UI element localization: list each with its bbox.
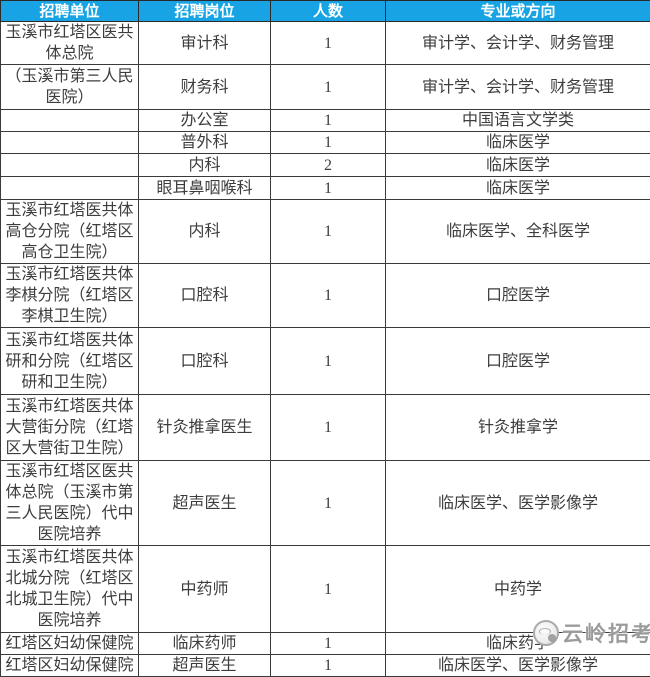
cell-unit: 玉溪市红塔医共体高仓分院（红塔区高仓卫生院） (1, 200, 139, 264)
cell-unit (1, 110, 139, 132)
cell-count: 1 (271, 110, 386, 132)
table-row: 玉溪市红塔医共体研和分院（红塔区研和卫生院） 口腔科 1 口腔医学 (1, 328, 650, 395)
table-row: 玉溪市红塔医共体大营街分院（红塔区大营街卫生院） 针灸推拿医生 1 针灸推拿学 (1, 395, 650, 461)
header-cell-count: 人数 (271, 1, 386, 22)
cell-unit (1, 132, 139, 154)
cell-position: 口腔科 (139, 264, 271, 328)
cell-major: 中国语言文学类 (386, 110, 650, 132)
table-row: 玉溪市红塔区医共体总院（玉溪市第三人民医院）代中医院培养 超声医生 1 临床医学… (1, 461, 650, 546)
cell-major: 中药学 (386, 546, 650, 633)
cell-position: 口腔科 (139, 328, 271, 395)
cell-major: 临床药学 (386, 633, 650, 655)
table-row: 玉溪市红塔区医共体总院 审计科 1 审计学、会计学、财务管理 (1, 22, 650, 65)
cell-count: 1 (271, 132, 386, 154)
cell-count: 1 (271, 655, 386, 677)
cell-major: 临床医学 (386, 177, 650, 200)
table-row: 眼耳鼻咽喉科 1 临床医学 (1, 177, 650, 200)
cell-position: 眼耳鼻咽喉科 (139, 177, 271, 200)
cell-position: 办公室 (139, 110, 271, 132)
cell-count: 1 (271, 546, 386, 633)
cell-unit: 玉溪市红塔医共体北城分院（红塔区北城卫生院）代中医院培养 (1, 546, 139, 633)
cell-count: 1 (271, 177, 386, 200)
cell-position: 财务科 (139, 65, 271, 110)
cell-unit: 玉溪市红塔区医共体总院（玉溪市第三人民医院）代中医院培养 (1, 461, 139, 546)
cell-major: 临床医学 (386, 154, 650, 177)
table-row: （玉溪市第三人民医院） 财务科 1 审计学、会计学、财务管理 (1, 65, 650, 110)
cell-unit (1, 154, 139, 177)
cell-unit: 玉溪市红塔医共体研和分院（红塔区研和卫生院） (1, 328, 139, 395)
cell-major: 审计学、会计学、财务管理 (386, 65, 650, 110)
cell-unit: 玉溪市红塔区医共体总院 (1, 22, 139, 65)
cell-position: 针灸推拿医生 (139, 395, 271, 461)
cell-unit: 玉溪市红塔医共体李棋分院（红塔区李棋卫生院） (1, 264, 139, 328)
cell-major: 口腔医学 (386, 264, 650, 328)
table-row: 普外科 1 临床医学 (1, 132, 650, 154)
cell-position: 超声医生 (139, 461, 271, 546)
cell-count: 1 (271, 395, 386, 461)
cell-count: 1 (271, 65, 386, 110)
header-row: 招聘单位 招聘岗位 人数 专业或方向 (1, 1, 650, 22)
header-cell-position: 招聘岗位 (139, 1, 271, 22)
table-row: 红塔区妇幼保健院 超声医生 1 临床医学、医学影像学 (1, 655, 650, 677)
cell-position: 中药师 (139, 546, 271, 633)
cell-count: 1 (271, 328, 386, 395)
cell-position: 临床药师 (139, 633, 271, 655)
cell-major: 临床医学 (386, 132, 650, 154)
table-row: 玉溪市红塔医共体高仓分院（红塔区高仓卫生院） 内科 1 临床医学、全科医学 (1, 200, 650, 264)
header-cell-unit: 招聘单位 (1, 1, 139, 22)
cell-major: 审计学、会计学、财务管理 (386, 22, 650, 65)
cell-major: 临床医学、全科医学 (386, 200, 650, 264)
cell-unit: 红塔区妇幼保健院 (1, 633, 139, 655)
cell-count: 1 (271, 200, 386, 264)
cell-major: 针灸推拿学 (386, 395, 650, 461)
cell-unit (1, 177, 139, 200)
cell-count: 1 (271, 633, 386, 655)
cell-unit: 红塔区妇幼保健院 (1, 655, 139, 677)
header-cell-major: 专业或方向 (386, 1, 650, 22)
table-row: 玉溪市红塔医共体北城分院（红塔区北城卫生院）代中医院培养 中药师 1 中药学 (1, 546, 650, 633)
table-row: 红塔区妇幼保健院 临床药师 1 临床药学 (1, 633, 650, 655)
cell-unit: 玉溪市红塔医共体大营街分院（红塔区大营街卫生院） (1, 395, 139, 461)
cell-count: 1 (271, 264, 386, 328)
cell-count: 1 (271, 22, 386, 65)
cell-major: 临床医学、医学影像学 (386, 655, 650, 677)
cell-position: 超声医生 (139, 655, 271, 677)
cell-major: 口腔医学 (386, 328, 650, 395)
cell-count: 1 (271, 461, 386, 546)
table-row: 内科 2 临床医学 (1, 154, 650, 177)
cell-position: 审计科 (139, 22, 271, 65)
cell-unit: （玉溪市第三人民医院） (1, 65, 139, 110)
cell-position: 内科 (139, 200, 271, 264)
table-row: 办公室 1 中国语言文学类 (1, 110, 650, 132)
cell-count: 2 (271, 154, 386, 177)
cell-position: 普外科 (139, 132, 271, 154)
cell-major: 临床医学、医学影像学 (386, 461, 650, 546)
table-row: 玉溪市红塔医共体李棋分院（红塔区李棋卫生院） 口腔科 1 口腔医学 (1, 264, 650, 328)
cell-position: 内科 (139, 154, 271, 177)
